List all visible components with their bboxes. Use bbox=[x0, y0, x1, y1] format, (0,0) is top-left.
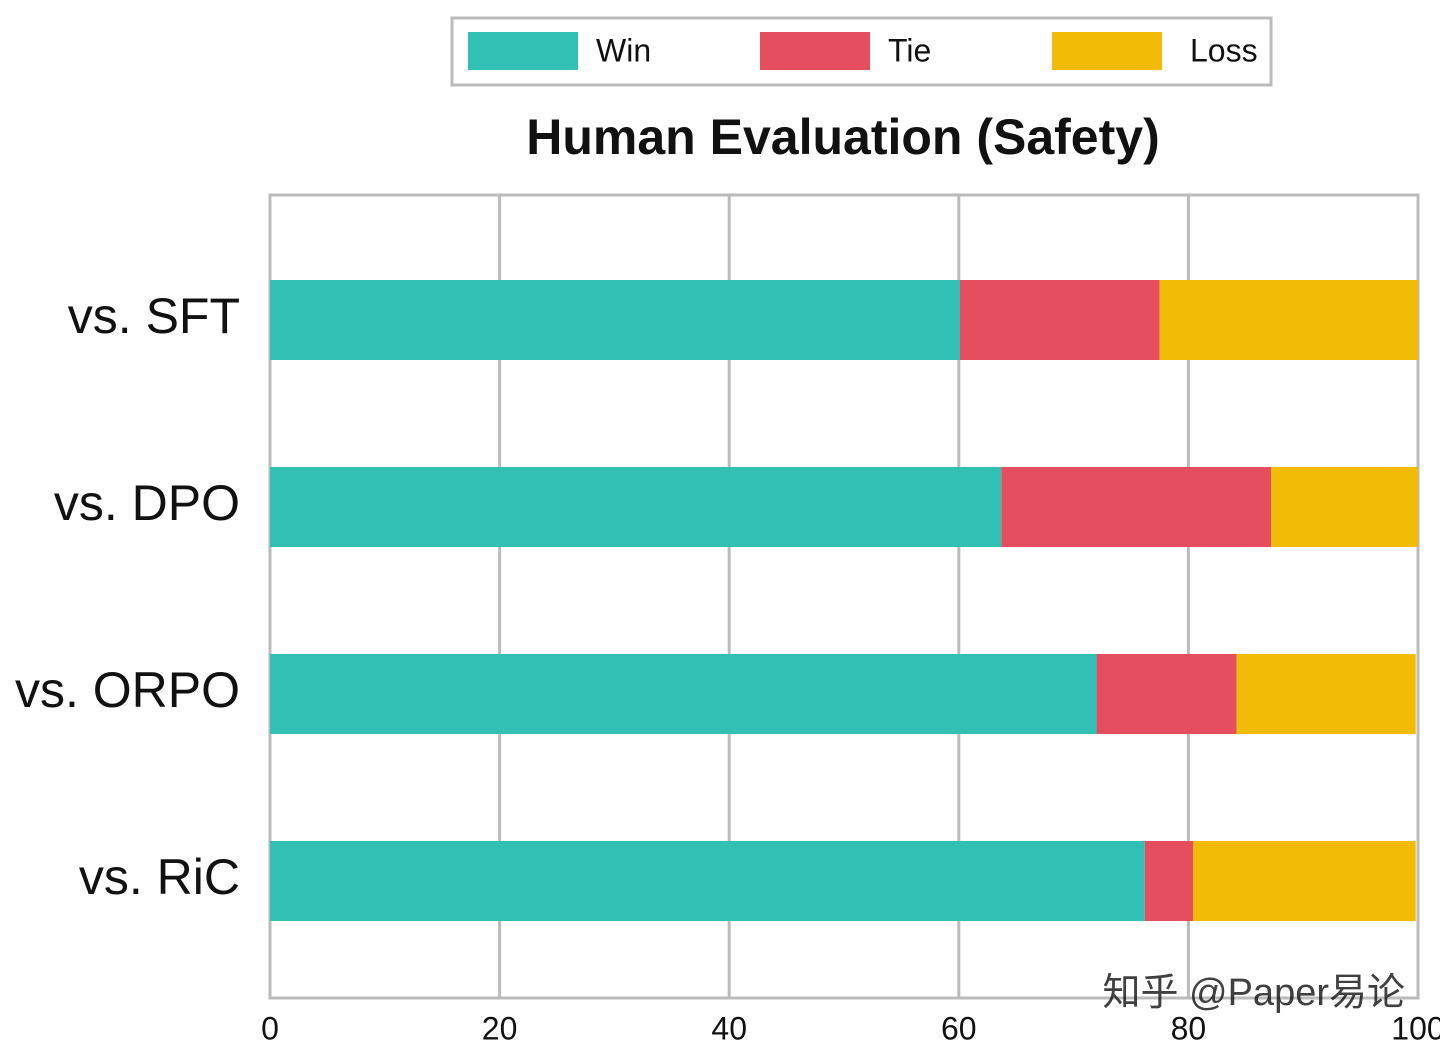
legend-swatch bbox=[760, 32, 870, 70]
legend-label: Win bbox=[596, 32, 651, 68]
legend-label: Loss bbox=[1190, 32, 1258, 68]
watermark: 知乎 @Paper易论 bbox=[1102, 972, 1405, 1014]
bar-segment bbox=[270, 467, 1002, 547]
x-tick-label: 0 bbox=[261, 1010, 279, 1046]
bar-segment bbox=[1192, 841, 1416, 921]
x-tick-label: 60 bbox=[941, 1010, 977, 1046]
legend-swatch bbox=[1052, 32, 1162, 70]
legend-swatch bbox=[468, 32, 578, 70]
legend-label: Tie bbox=[888, 32, 931, 68]
bar-segment bbox=[270, 841, 1145, 921]
chart-title: Human Evaluation (Safety) bbox=[526, 109, 1159, 165]
bar-segment bbox=[270, 280, 960, 360]
x-tick-label: 80 bbox=[1171, 1010, 1207, 1046]
x-tick-label: 20 bbox=[482, 1010, 518, 1046]
bar-segment bbox=[959, 280, 1160, 360]
y-tick-label: vs. DPO bbox=[54, 475, 240, 531]
x-tick-label: 100 bbox=[1391, 1010, 1440, 1046]
bar-segment bbox=[270, 654, 1097, 734]
y-tick-label: vs. RiC bbox=[79, 849, 240, 905]
bar-segment bbox=[1236, 654, 1416, 734]
bar-segment bbox=[1001, 467, 1272, 547]
bar-segment bbox=[1271, 467, 1418, 547]
bar-segment bbox=[1096, 654, 1237, 734]
bar-segment bbox=[1159, 280, 1418, 360]
bar-segment bbox=[1144, 841, 1193, 921]
y-tick-label: vs. SFT bbox=[68, 288, 240, 344]
y-tick-label: vs. ORPO bbox=[15, 662, 240, 718]
x-tick-label: 40 bbox=[711, 1010, 747, 1046]
